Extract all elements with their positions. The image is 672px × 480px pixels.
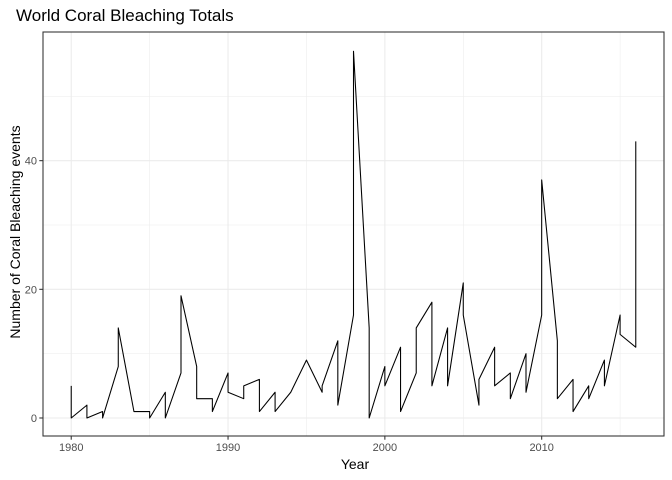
- panel-border: [42, 31, 665, 437]
- series-line: [70, 50, 637, 419]
- grid-minor: [43, 32, 664, 436]
- axis-ticks: [39, 160, 543, 440]
- y-tick-label: 0: [31, 413, 37, 425]
- chart-title: World Coral Bleaching Totals: [16, 6, 234, 25]
- x-tick-label: 2000: [373, 442, 397, 454]
- x-tick-label: 1980: [59, 442, 83, 454]
- x-tick-label: 2010: [529, 442, 553, 454]
- x-axis-title: Year: [341, 456, 370, 472]
- grid-major: [43, 32, 664, 436]
- x-tick-label: 1990: [216, 442, 240, 454]
- y-tick-label: 40: [25, 156, 37, 168]
- y-tick-label: 20: [25, 284, 37, 296]
- y-axis-title: Number of Coral Bleaching events: [7, 125, 23, 338]
- tick-labels: 1980 1990 2000 2010 0 20 40: [25, 156, 554, 454]
